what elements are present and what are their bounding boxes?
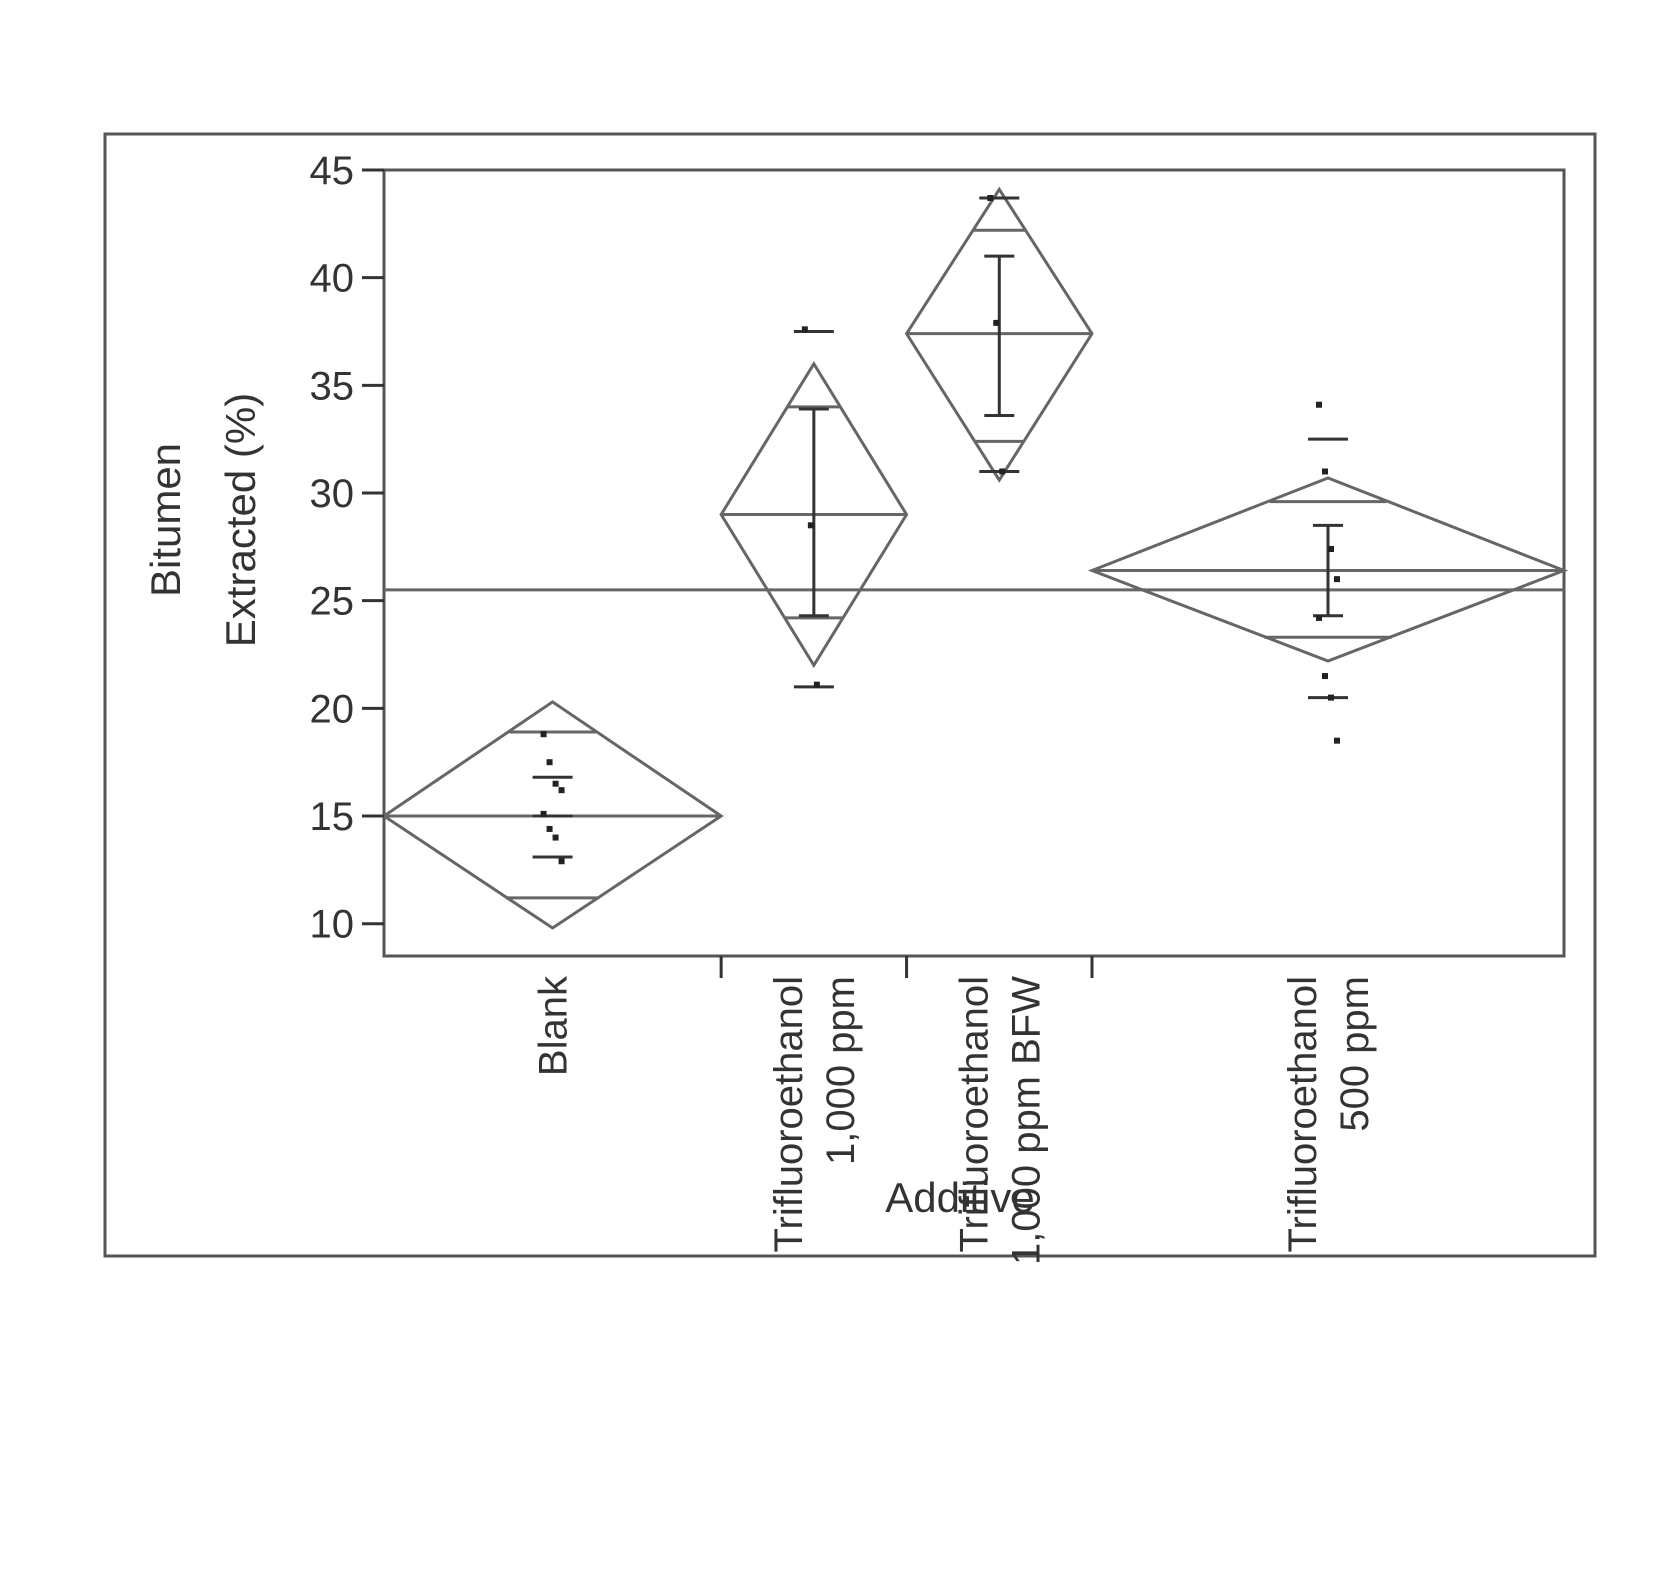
- data-point: [541, 731, 547, 737]
- data-point: [559, 858, 565, 864]
- data-point: [553, 835, 559, 841]
- data-point: [547, 759, 553, 765]
- data-point: [547, 826, 553, 832]
- diamond-group: [1092, 402, 1564, 744]
- diamond-group: [907, 189, 1092, 480]
- y-tick-label: 15: [310, 795, 355, 839]
- x-axis-title: Additive: [885, 1174, 1034, 1221]
- y-tick-label: 35: [310, 364, 355, 408]
- y-axis: 10 15 20 25 30 35 40 45: [310, 149, 385, 947]
- x-category-label: Blank: [532, 975, 576, 1076]
- diamond-group: [384, 702, 721, 928]
- data-point: [814, 682, 820, 688]
- diamond-group: [721, 326, 906, 687]
- data-point: [1328, 695, 1334, 701]
- data-point: [1316, 615, 1322, 621]
- data-point: [541, 811, 547, 817]
- data-point: [987, 195, 993, 201]
- y-axis-title-line-1: Bitumen: [142, 443, 189, 597]
- x-category-label: Trifluoroethanol: [767, 976, 811, 1252]
- x-category-label: 1,000 ppm BFW: [1004, 976, 1048, 1265]
- y-axis-title-line-2: Extracted (%): [217, 393, 264, 647]
- data-point: [1322, 673, 1328, 679]
- y-tick-label: 20: [310, 687, 355, 731]
- y-tick-label: 25: [310, 580, 355, 624]
- x-category-label: 1,000 ppm: [819, 976, 863, 1165]
- data-point: [802, 326, 808, 332]
- data-point: [1322, 468, 1328, 474]
- x-category-label: 500 ppm: [1333, 976, 1377, 1132]
- data-point: [1316, 402, 1322, 408]
- data-point: [1334, 576, 1340, 582]
- data-point: [1334, 738, 1340, 744]
- data-point: [808, 522, 814, 528]
- y-tick-label: 30: [310, 472, 355, 516]
- plot-area: [384, 170, 1564, 956]
- y-tick-label: 45: [310, 149, 355, 193]
- diamond-layer: [384, 189, 1564, 928]
- data-point: [999, 468, 1005, 474]
- data-point: [553, 781, 559, 787]
- data-point: [993, 320, 999, 326]
- data-point: [559, 787, 565, 793]
- data-point: [1328, 546, 1334, 552]
- y-tick-label: 40: [310, 257, 355, 301]
- x-category-label: Trifluoroethanol: [1281, 976, 1325, 1252]
- y-tick-label: 10: [310, 903, 355, 947]
